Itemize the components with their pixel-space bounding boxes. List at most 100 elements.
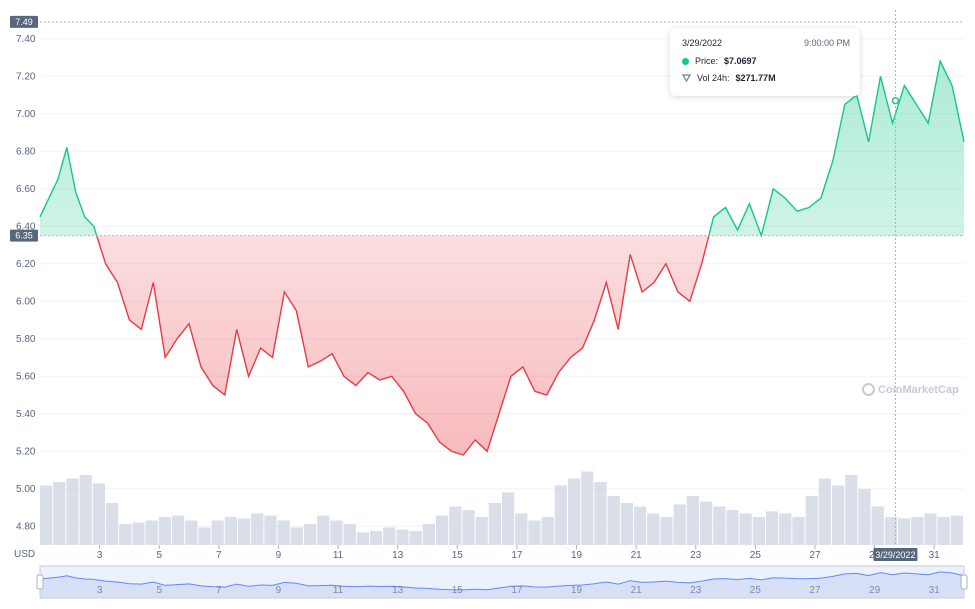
volume-bar xyxy=(251,513,264,545)
volume-bar xyxy=(832,485,845,545)
volume-bar xyxy=(409,531,422,545)
price-line-up xyxy=(39,59,965,236)
volume-bar xyxy=(383,527,396,545)
crosshair-date-tag xyxy=(873,548,918,561)
volume-bar xyxy=(53,482,66,545)
volume-bar xyxy=(343,524,356,545)
volume-bar xyxy=(950,515,963,545)
volume-bar xyxy=(304,524,317,545)
x-tick-label: 19 xyxy=(571,550,583,561)
volume-bar xyxy=(673,504,686,545)
volume-bar xyxy=(845,475,858,545)
volume-bar xyxy=(475,517,488,545)
volume-bar xyxy=(145,520,158,545)
navigator-tick-label: 13 xyxy=(392,585,404,596)
volume-bar xyxy=(726,510,739,545)
price-tooltip: 3/29/2022 9:00:00 PM Price: $7.0697 Vol … xyxy=(670,28,860,96)
x-tick-label: 15 xyxy=(452,550,464,561)
navigator-tick-label: 17 xyxy=(511,585,523,596)
navigator-tick-label: 3 xyxy=(97,585,103,596)
volume-bar xyxy=(172,515,185,545)
volume-bar xyxy=(422,524,435,545)
x-tick-label: 23 xyxy=(690,550,702,561)
volume-bar xyxy=(515,513,528,545)
volume-bar xyxy=(766,511,779,545)
x-tick-label: 31 xyxy=(929,550,941,561)
volume-bar xyxy=(924,513,937,545)
x-tick-label: 5 xyxy=(156,550,162,561)
volume-bar xyxy=(700,501,713,545)
volume-bar xyxy=(488,503,501,545)
navigator-tick-label: 9 xyxy=(276,585,282,596)
tooltip-volume-value: $271.77M xyxy=(735,73,776,83)
volume-bar xyxy=(79,475,92,545)
x-tick-label: 3 xyxy=(97,550,103,561)
volume-bar xyxy=(277,520,290,545)
x-tick-label: 21 xyxy=(631,550,643,561)
navigator-tick-label: 31 xyxy=(929,585,941,596)
y-tick-label: 5.00 xyxy=(16,484,36,495)
y-tick-label: 5.80 xyxy=(16,334,36,345)
baseline-tag xyxy=(10,229,38,242)
crosshair-point xyxy=(891,96,900,105)
volume-bar xyxy=(92,483,105,545)
volume-bar xyxy=(436,515,449,545)
x-tick-label: 13 xyxy=(392,550,404,561)
x-tick-label: 25 xyxy=(750,550,762,561)
volume-bar xyxy=(185,520,198,545)
x-tick-label: 7 xyxy=(216,550,222,561)
volume-bar xyxy=(462,510,475,545)
volume-bar xyxy=(330,520,343,545)
volume-bar xyxy=(224,517,237,545)
cmc-logo-icon xyxy=(862,383,875,396)
navigator-handle-right[interactable] xyxy=(960,574,968,590)
volume-diamond-icon xyxy=(682,74,691,82)
volume-bar xyxy=(581,471,594,545)
volume-bar xyxy=(541,517,554,545)
volume-bar xyxy=(937,517,950,545)
crosshair-date-label: 3/29/2022 xyxy=(875,550,915,560)
range-navigator[interactable]: 3 5 7 9 11 13 15 17 19 21 23 25 27 29 31 xyxy=(36,565,968,599)
x-tick-label: 9 xyxy=(276,550,282,561)
volume-bar xyxy=(660,517,673,545)
volume-bar xyxy=(264,515,277,545)
volume-bar xyxy=(713,506,726,545)
area-below-baseline xyxy=(40,235,964,455)
volume-bar xyxy=(132,522,145,545)
y-tick-label: 6.40 xyxy=(16,221,36,232)
y-tick-label: 5.60 xyxy=(16,371,36,382)
y-tick-label: 6.60 xyxy=(16,184,36,195)
volume-bar xyxy=(911,517,924,545)
y-tick-label: 4.80 xyxy=(16,521,36,532)
max-tag xyxy=(10,15,38,28)
watermark-text: CoinMarketCap xyxy=(878,383,959,396)
volume-bar xyxy=(884,517,897,545)
currency-label: USD xyxy=(14,549,35,560)
volume-bar xyxy=(634,506,647,545)
price-line xyxy=(39,59,965,456)
volume-bar xyxy=(211,520,224,545)
volume-bar xyxy=(158,517,171,545)
x-tick-label: 17 xyxy=(511,550,523,561)
navigator-handle-left[interactable] xyxy=(36,574,44,590)
navigator-tick-label: 29 xyxy=(869,585,881,596)
navigator-tick-label: 27 xyxy=(809,585,821,596)
navigator-line xyxy=(39,571,965,591)
volume-bar xyxy=(356,532,369,545)
y-axis: 4.80 5.00 5.20 5.40 5.60 5.80 6.00 6.20 6.40 6.60… xyxy=(16,34,36,533)
tooltip-price-value: $7.0697 xyxy=(724,56,757,66)
volume-bar xyxy=(106,503,119,545)
x-tick-label: 11 xyxy=(333,550,344,561)
volume-bar xyxy=(66,478,79,545)
volume-bar xyxy=(317,515,330,545)
price-area xyxy=(40,61,964,455)
navigator-tick-label: 21 xyxy=(631,585,643,596)
volume-bar xyxy=(554,485,567,545)
volume-bar xyxy=(40,485,53,545)
volume-bar xyxy=(779,513,792,545)
volume-bar xyxy=(620,503,633,545)
volume-bar xyxy=(238,518,251,545)
volume-bar xyxy=(607,496,620,545)
volume-bar xyxy=(528,520,541,545)
